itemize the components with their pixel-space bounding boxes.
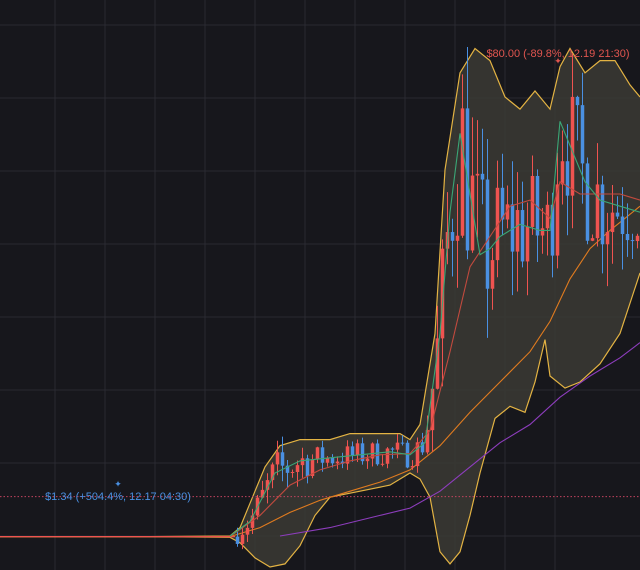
- candle-body: [335, 461, 340, 464]
- candle-body: [420, 442, 425, 453]
- bollinger-upper-line: [0, 47, 640, 538]
- candle-body: [375, 443, 380, 465]
- candle-body: [480, 173, 485, 180]
- candle-body: [435, 338, 440, 389]
- candle-body: [565, 161, 570, 196]
- candle-body: [485, 179, 490, 289]
- candle-body: [360, 443, 365, 462]
- high-marker: ✦: [554, 57, 562, 67]
- candle-body: [600, 184, 605, 245]
- candle-body: [470, 175, 475, 251]
- candle-body: [330, 457, 335, 464]
- candle-body: [505, 204, 510, 220]
- candle-body: [310, 459, 315, 476]
- candle-body: [605, 232, 610, 245]
- ma-fast-line: [229, 121, 640, 537]
- candle-body: [265, 480, 270, 490]
- candle-body: [625, 233, 630, 241]
- candle-body: [630, 240, 635, 242]
- bollinger-lower-line: [0, 272, 640, 568]
- candle-body: [500, 187, 505, 220]
- candle-body: [365, 458, 370, 462]
- candle-body: [405, 442, 410, 468]
- candle-body: [325, 457, 330, 463]
- candle-body: [295, 465, 300, 472]
- candle-body: [560, 161, 565, 185]
- candle-body: [475, 173, 480, 176]
- candle-body: [635, 235, 640, 242]
- candle-body: [620, 216, 625, 234]
- candle-body: [520, 210, 525, 262]
- candle-body: [260, 489, 265, 498]
- candle-body: [415, 442, 420, 467]
- candle-body: [285, 465, 290, 473]
- candle-body: [425, 430, 430, 453]
- ma-long-line: [279, 342, 640, 537]
- candle-body: [615, 212, 620, 217]
- candle-body: [395, 442, 400, 450]
- candle-body: [300, 458, 305, 466]
- candle-body: [595, 184, 600, 239]
- candle-body: [275, 452, 280, 465]
- candle-body: [540, 228, 545, 236]
- candle-body: [250, 515, 255, 528]
- candle-body: [370, 443, 375, 459]
- candle-body: [240, 534, 245, 544]
- candle-body: [610, 212, 615, 233]
- candle-body: [580, 105, 585, 164]
- candle-body: [390, 448, 395, 450]
- candle-body: [585, 163, 590, 241]
- candle-body: [320, 447, 325, 463]
- candle-body: [450, 232, 455, 241]
- candle-body: [270, 464, 275, 481]
- candle-body: [290, 471, 295, 473]
- candle-body: [515, 210, 520, 252]
- candle-body: [575, 96, 580, 106]
- candle-body: [530, 175, 535, 227]
- candle-body: [245, 527, 250, 535]
- candle-body: [525, 226, 530, 262]
- candle-body: [315, 447, 320, 460]
- candle-body: [490, 260, 495, 289]
- candles: [0, 46, 640, 550]
- candle-body: [555, 184, 560, 256]
- candle-body: [550, 204, 555, 256]
- ma-slow-line: [0, 205, 640, 538]
- candle-body: [280, 452, 285, 466]
- candle-body: [410, 466, 415, 468]
- candle-body: [510, 204, 515, 252]
- candle-body: [345, 446, 350, 464]
- bollinger-band-fill: [0, 48, 640, 567]
- candle-body: [350, 446, 355, 456]
- candle-body: [460, 108, 465, 236]
- candle-body: [385, 448, 390, 464]
- high-price-annotation: $80.00 (-89.8%, 12.19 21:30): [486, 48, 629, 60]
- candle-body: [535, 175, 540, 236]
- candle-body: [590, 238, 595, 241]
- candle-body: [400, 442, 405, 444]
- candle-body: [305, 458, 310, 476]
- candle-body: [235, 536, 240, 544]
- candle-body: [570, 96, 575, 196]
- low-marker: ✦: [114, 480, 122, 490]
- ma-mid-line: [229, 181, 640, 538]
- candle-body: [355, 443, 360, 456]
- extreme-markers: ✦✦: [114, 57, 562, 490]
- candle-body: [380, 463, 385, 465]
- candle-body: [455, 235, 460, 241]
- candle-body: [495, 187, 500, 261]
- candle-body: [430, 388, 435, 431]
- candle-body: [440, 248, 445, 339]
- low-price-annotation: $1.34 (+504.4%, 12.17 04:30): [45, 491, 191, 503]
